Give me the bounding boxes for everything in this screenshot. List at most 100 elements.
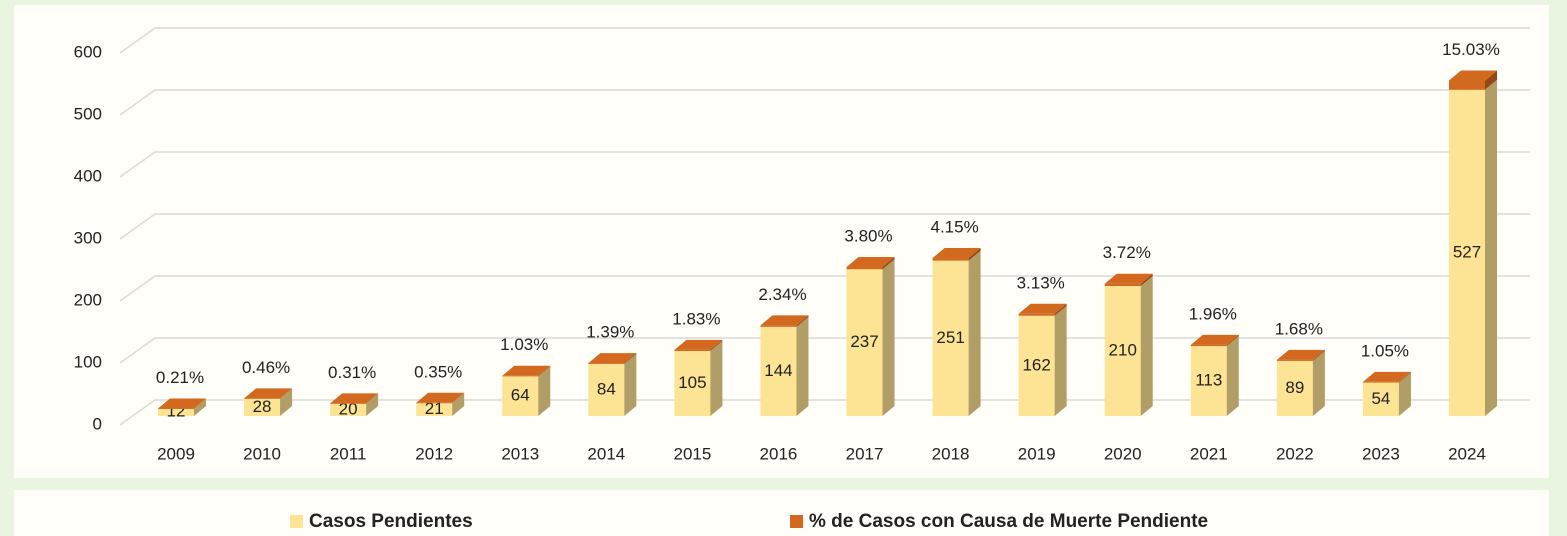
value-label: 144: [764, 361, 792, 380]
bar-front: [1276, 360, 1313, 416]
bar-top: [760, 315, 809, 326]
bar-front: [1104, 283, 1141, 287]
bar-front: [588, 363, 625, 365]
bar-top: [588, 353, 637, 364]
bar-front: [760, 325, 797, 327]
bar-side: [796, 316, 809, 416]
bar: [416, 392, 465, 404]
legend-swatch: [290, 515, 303, 528]
bar: [158, 398, 206, 416]
value-label: 54: [1371, 389, 1390, 408]
bar-side: [1140, 273, 1153, 287]
value-label: 28: [253, 397, 272, 416]
bar-top: [330, 393, 379, 404]
bar-side: [624, 354, 637, 416]
x-tick-label: 2011: [330, 444, 367, 463]
bar: [330, 393, 379, 404]
bar: [588, 354, 637, 416]
value-label: 113: [1195, 371, 1222, 390]
y-tick-label: 500: [74, 104, 102, 123]
bar-front: [1449, 80, 1485, 90]
bar-front: [932, 260, 969, 416]
bar-side: [452, 392, 465, 404]
bar-side: [1398, 371, 1411, 383]
value-label: 1.39%: [586, 323, 634, 342]
x-tick-label: 2022: [1276, 444, 1314, 463]
bar-side: [1485, 79, 1497, 417]
value-label: 527: [1453, 242, 1481, 261]
value-label: 3.80%: [844, 226, 892, 245]
grid-line: [119, 399, 1530, 426]
bar-side: [538, 366, 551, 416]
bar-front: [330, 403, 367, 404]
value-label: 4.15%: [930, 218, 978, 237]
bar-front: [1018, 315, 1055, 416]
value-label: 15.03%: [1442, 40, 1500, 59]
bar-front: [502, 375, 539, 377]
x-tick-label: 2012: [415, 444, 453, 463]
bar-top: [1362, 371, 1411, 382]
grid-line: [119, 337, 1530, 364]
bar-front: [244, 398, 281, 399]
bar-front: [244, 398, 281, 416]
x-tick-label: 2018: [932, 444, 970, 463]
bar-side: [1226, 336, 1239, 416]
bar: [932, 248, 981, 261]
bar: [1449, 70, 1497, 90]
bar: [1104, 276, 1153, 416]
value-label: 64: [511, 386, 530, 405]
bar-top: [416, 392, 465, 403]
x-tick-label: 2017: [846, 444, 884, 463]
legend-swatch: [790, 515, 803, 528]
x-tick-label: 2015: [673, 444, 711, 463]
bar-top: [1104, 273, 1153, 284]
bar-front: [502, 376, 539, 416]
bar-side: [1140, 276, 1153, 416]
bar-side: [710, 341, 723, 416]
bar-side: [280, 388, 293, 399]
bar: [1362, 372, 1411, 416]
x-tick-label: 2020: [1104, 444, 1142, 463]
bar: [1190, 334, 1239, 347]
value-label: 1.05%: [1361, 341, 1409, 360]
value-label: 20: [339, 399, 358, 418]
bar-top: [846, 256, 895, 267]
bar-front: [330, 403, 367, 416]
bar: [1362, 371, 1411, 383]
bar: [158, 398, 206, 409]
bar-front: [158, 408, 194, 416]
y-tick-label: 300: [74, 228, 102, 247]
bar-front: [846, 269, 883, 416]
bar-side: [1485, 70, 1497, 90]
bar-side: [882, 259, 895, 416]
bar: [502, 366, 551, 416]
bar-side: [968, 248, 981, 261]
bar-front: [1449, 89, 1485, 417]
value-label: 105: [678, 373, 706, 392]
bar-front: [1276, 359, 1313, 361]
bar: [760, 316, 809, 416]
y-tick-label: 200: [74, 290, 102, 309]
bar-front: [158, 408, 194, 409]
bar-side: [1312, 350, 1325, 416]
bar-top: [502, 365, 551, 376]
value-label: 210: [1109, 340, 1137, 359]
bar-side: [538, 365, 551, 377]
value-label: 2.34%: [758, 285, 806, 304]
bar: [244, 388, 293, 399]
legend-label: Casos Pendientes: [309, 511, 473, 532]
y-tick-label: 100: [74, 352, 102, 371]
value-label: 0.46%: [242, 358, 290, 377]
bar-side: [366, 393, 379, 404]
bar-top: [674, 339, 723, 350]
legend-label: % de Casos con Causa de Muerte Pendiente: [809, 511, 1208, 532]
bar-side: [1226, 334, 1239, 347]
bar-side: [1398, 372, 1411, 416]
value-label: 1.96%: [1189, 304, 1237, 323]
bar-side: [452, 393, 465, 416]
value-label: 84: [597, 379, 616, 398]
bar: [588, 353, 637, 365]
bar-side: [882, 256, 895, 270]
bar-front: [1190, 344, 1227, 347]
